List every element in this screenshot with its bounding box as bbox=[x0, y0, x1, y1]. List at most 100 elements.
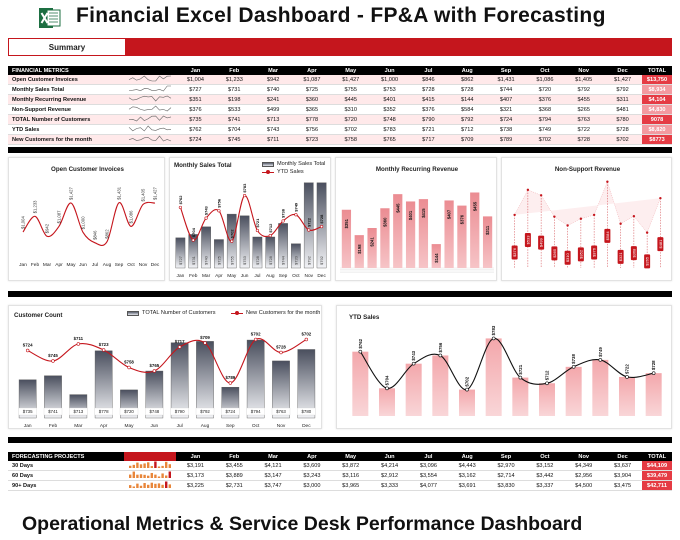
table-cell: $3,243 bbox=[292, 470, 332, 481]
chart-title: Customer Count bbox=[14, 312, 63, 319]
x-tick-label: Nov bbox=[277, 423, 286, 429]
sparkline-bar bbox=[139, 474, 143, 478]
table-cell: $728 bbox=[408, 84, 448, 95]
line-point bbox=[177, 345, 182, 349]
month-header: Mar bbox=[253, 452, 293, 461]
month-header: Nov bbox=[564, 66, 604, 75]
line-point bbox=[253, 337, 258, 342]
line-label: $762 bbox=[178, 195, 183, 205]
table-cell: $717 bbox=[408, 134, 448, 145]
bar-label: $415 bbox=[421, 208, 426, 218]
table-cell: $4,500 bbox=[564, 480, 604, 491]
table-cell: $702 bbox=[331, 124, 371, 135]
row-label: Open Customer Invoices bbox=[8, 75, 124, 85]
table-cell: $3,637 bbox=[603, 461, 642, 471]
total-cell: $8,820 bbox=[642, 124, 672, 135]
sparkline bbox=[124, 75, 177, 85]
table-cell: $720 bbox=[525, 84, 565, 95]
data-label: $1,004 bbox=[21, 216, 26, 229]
table-cell: $728 bbox=[564, 134, 604, 145]
bar-label: $311 bbox=[485, 225, 490, 235]
bar-label: $748 bbox=[149, 409, 159, 414]
month-header: Oct bbox=[525, 66, 565, 75]
table-cell: $310 bbox=[331, 104, 371, 115]
bar bbox=[352, 351, 369, 416]
sparkline-bar bbox=[161, 473, 164, 478]
bar-label: $376 bbox=[459, 214, 464, 224]
sparkline bbox=[124, 134, 177, 145]
table-cell: $725 bbox=[292, 84, 332, 95]
label-box bbox=[524, 232, 531, 247]
legend-item: Monthly Sales Total bbox=[262, 161, 325, 167]
x-tick-label: Sep bbox=[279, 273, 288, 279]
label-box bbox=[644, 254, 651, 269]
bar-label: $794 bbox=[251, 409, 261, 414]
x-tick-label: Jul bbox=[177, 423, 183, 429]
table-row: Monthly Recurring Revenue $351 $198 $241 $36… bbox=[8, 94, 672, 105]
table-cell: $778 bbox=[292, 114, 332, 125]
bar bbox=[457, 205, 467, 268]
sparkline bbox=[124, 114, 177, 125]
bar bbox=[239, 215, 250, 269]
table-cell: $3,096 bbox=[408, 461, 448, 471]
bar-label-box bbox=[69, 407, 88, 416]
line-point bbox=[101, 348, 106, 352]
x-tick-label: Jun bbox=[241, 273, 249, 279]
sparkline-path bbox=[128, 105, 172, 112]
table-cell: $713 bbox=[253, 114, 293, 125]
sparkline-bar bbox=[143, 483, 146, 488]
table-cell: $3,691 bbox=[447, 480, 487, 491]
table-cell: $3,225 bbox=[176, 480, 215, 491]
x-tick-label: Apr bbox=[55, 262, 63, 268]
bar-label: $198 bbox=[357, 244, 362, 254]
x-tick-label: Apr bbox=[100, 423, 108, 429]
table-row: New Customers for the month $724 $745 $711 $… bbox=[8, 134, 672, 145]
bar bbox=[459, 389, 475, 416]
sparkline-bar bbox=[147, 462, 150, 468]
table-cell: $1,427 bbox=[603, 75, 642, 85]
label-box bbox=[577, 247, 584, 262]
bar-label: $725 bbox=[216, 255, 221, 265]
ytd-sales-chart: $762 $704 $743 $756 $702 $783 $721 $712 $738 $749… bbox=[352, 325, 662, 416]
legend-bar-swatch bbox=[262, 161, 274, 167]
bar-label-box bbox=[221, 407, 240, 416]
table-cell: $727 bbox=[176, 84, 215, 95]
month-header: Dec bbox=[603, 66, 642, 75]
bar bbox=[196, 341, 214, 419]
data-label: $1,405 bbox=[141, 188, 146, 201]
bar-label: $445 bbox=[395, 203, 400, 213]
table-cell: $783 bbox=[370, 124, 409, 135]
row-label: 60 Days bbox=[8, 470, 124, 481]
line-point bbox=[242, 193, 247, 198]
table-cell: $728 bbox=[603, 124, 642, 135]
data-label: $481 bbox=[658, 239, 663, 249]
line-point bbox=[465, 387, 469, 392]
row-label: Monthly Sales Total bbox=[8, 84, 124, 95]
legend-label: New Customers for the month bbox=[246, 310, 321, 316]
bar bbox=[431, 244, 441, 268]
table-cell: $753 bbox=[370, 84, 409, 95]
summary-tab[interactable]: Summary bbox=[8, 38, 126, 56]
x-tick-label: Dec bbox=[151, 262, 160, 268]
legend-item: YTD Sales bbox=[262, 169, 304, 175]
table-cell: $763 bbox=[564, 114, 604, 125]
bar bbox=[246, 339, 265, 419]
x-tick-label: Feb bbox=[189, 273, 198, 279]
x-tick-label: Nov bbox=[139, 262, 148, 268]
table-cell: $3,000 bbox=[292, 480, 332, 491]
table-cell: $415 bbox=[408, 94, 448, 105]
sparkline-bar bbox=[161, 465, 164, 468]
table-cell: $351 bbox=[176, 94, 215, 105]
divider-bar bbox=[8, 147, 672, 153]
total-header: TOTAL bbox=[642, 66, 672, 75]
month-header: Jun bbox=[370, 66, 409, 75]
bar-label-box bbox=[18, 407, 37, 416]
sparkline-bar bbox=[139, 485, 143, 488]
line-label: $765 bbox=[149, 363, 159, 368]
table-cell: $4,349 bbox=[564, 461, 604, 471]
bar bbox=[175, 237, 186, 269]
x-tick-label: Dec bbox=[317, 273, 326, 279]
sparkline bbox=[124, 84, 177, 95]
bar-label: $720 bbox=[124, 409, 134, 414]
